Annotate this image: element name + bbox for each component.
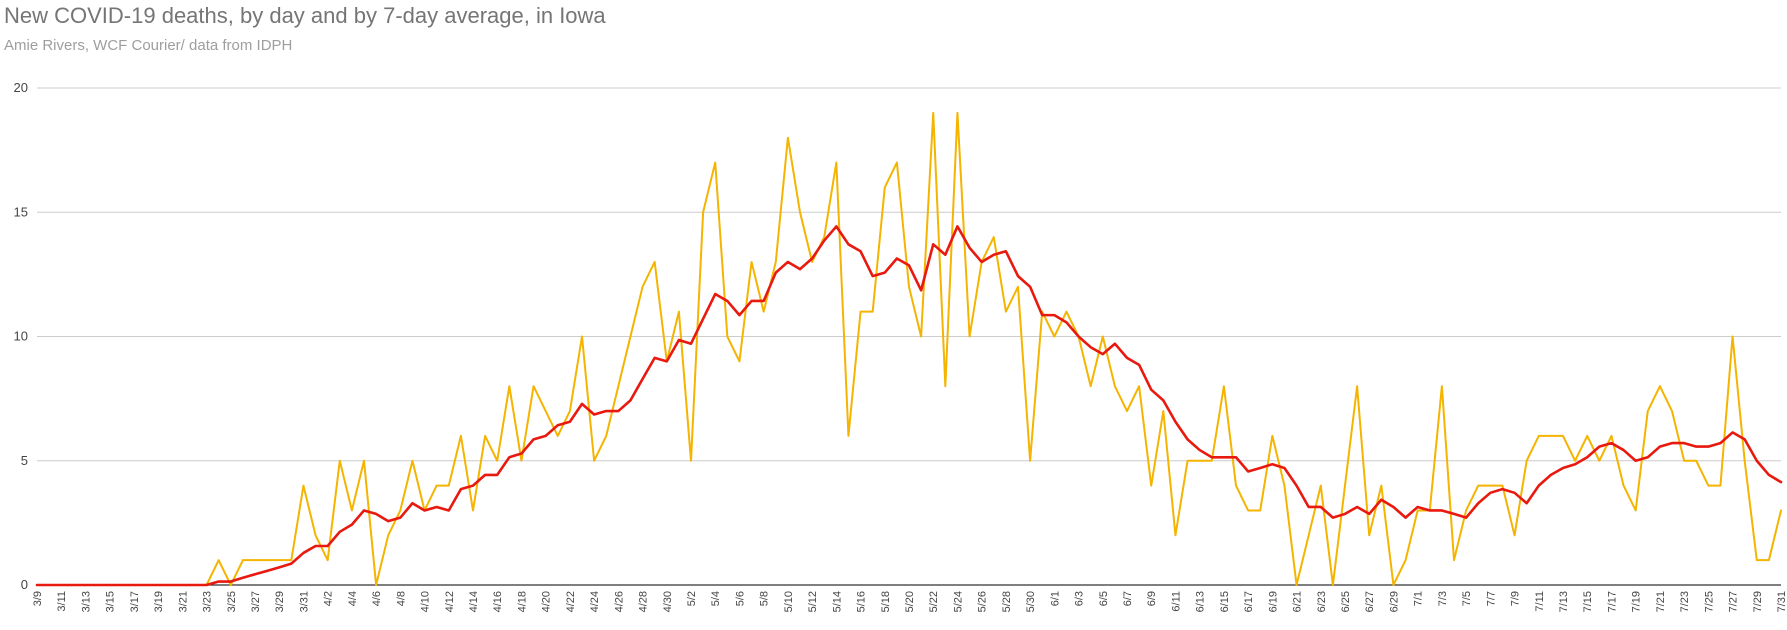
- x-tick-label: 6/29: [1388, 591, 1400, 612]
- x-axis-ticks: 3/9 3/11 3/13 3/15 3/17 3/19 3/21 3/23 3/25 3/27 3…: [32, 591, 1787, 612]
- x-tick-label: 6/17: [1243, 591, 1255, 612]
- x-tick-label: 7/5: [1461, 591, 1473, 606]
- x-tick-label: 5/26: [977, 591, 989, 612]
- y-tick-label: 15: [14, 204, 28, 219]
- x-tick-label: 6/5: [1098, 591, 1110, 606]
- x-tick-label: 4/22: [565, 591, 577, 612]
- x-tick-label: 7/15: [1582, 591, 1594, 612]
- x-tick-label: 7/31: [1776, 591, 1787, 612]
- x-tick-label: 7/29: [1752, 591, 1764, 612]
- daily-deaths-line: [36, 111, 1782, 586]
- x-tick-label: 5/30: [1025, 591, 1037, 612]
- x-tick-label: 6/15: [1219, 591, 1231, 612]
- x-tick-label: 3/15: [105, 591, 117, 612]
- x-tick-label: 5/16: [856, 591, 868, 612]
- x-tick-label: 4/8: [395, 591, 407, 606]
- x-tick-label: 6/21: [1292, 591, 1304, 612]
- x-tick-label: 4/4: [347, 591, 359, 606]
- x-tick-label: 3/11: [56, 591, 68, 612]
- x-tick-label: 3/25: [226, 591, 238, 612]
- x-tick-label: 3/23: [202, 591, 214, 612]
- x-tick-label: 5/22: [928, 591, 940, 612]
- chart-title: New COVID-19 deaths, by day and by 7-day…: [4, 3, 606, 28]
- x-tick-label: 4/12: [444, 591, 456, 612]
- x-tick-label: 3/31: [298, 591, 310, 612]
- x-tick-label: 6/11: [1170, 591, 1182, 612]
- x-tick-label: 6/23: [1316, 591, 1328, 612]
- x-tick-label: 7/11: [1534, 591, 1546, 612]
- y-tick-label: 10: [14, 329, 28, 344]
- x-tick-label: 6/27: [1364, 591, 1376, 612]
- y-axis-ticks: 0 5 10 15 20: [14, 80, 28, 592]
- x-tick-label: 5/28: [1001, 591, 1013, 612]
- x-tick-label: 7/27: [1728, 591, 1740, 612]
- x-tick-label: 7/23: [1679, 591, 1691, 612]
- x-tick-label: 5/2: [686, 591, 698, 606]
- x-tick-label: 6/9: [1146, 591, 1158, 606]
- x-tick-label: 7/19: [1631, 591, 1643, 612]
- y-tick-label: 5: [21, 453, 28, 468]
- x-tick-label: 4/18: [516, 591, 528, 612]
- x-tick-label: 4/24: [589, 591, 601, 612]
- x-tick-label: 6/19: [1267, 591, 1279, 612]
- x-tick-label: 4/26: [613, 591, 625, 612]
- x-tick-label: 5/10: [783, 591, 795, 612]
- x-tick-label: 4/2: [323, 591, 335, 606]
- x-tick-label: 6/25: [1340, 591, 1352, 612]
- x-tick-label: 3/9: [32, 591, 44, 606]
- x-tick-label: 5/24: [952, 591, 964, 612]
- x-tick-label: 6/1: [1049, 591, 1061, 606]
- y-tick-label: 20: [14, 80, 28, 95]
- x-tick-label: 5/20: [904, 591, 916, 612]
- x-tick-label: 7/7: [1485, 591, 1497, 606]
- x-tick-label: 5/18: [880, 591, 892, 612]
- x-tick-label: 3/17: [129, 591, 141, 612]
- x-tick-label: 3/13: [80, 591, 92, 612]
- x-tick-label: 6/3: [1074, 591, 1086, 606]
- x-tick-label: 7/9: [1510, 591, 1522, 606]
- x-tick-label: 6/7: [1122, 591, 1134, 606]
- x-tick-label: 5/4: [710, 591, 722, 606]
- x-tick-label: 4/14: [468, 591, 480, 612]
- x-tick-label: 4/10: [420, 591, 432, 612]
- x-tick-label: 5/12: [807, 591, 819, 612]
- x-tick-label: 3/21: [177, 591, 189, 612]
- seven-day-average-line: [35, 225, 1783, 587]
- x-tick-label: 4/6: [371, 591, 383, 606]
- x-tick-label: 7/13: [1558, 591, 1570, 612]
- x-tick-label: 7/25: [1703, 591, 1715, 612]
- x-tick-label: 5/6: [734, 591, 746, 606]
- x-tick-label: 3/29: [274, 591, 286, 612]
- x-tick-label: 7/21: [1655, 591, 1667, 612]
- x-tick-label: 4/16: [492, 591, 504, 612]
- series-lines: [35, 111, 1783, 587]
- x-tick-label: 4/20: [541, 591, 553, 612]
- chart-subtitle: Amie Rivers, WCF Courier/ data from IDPH: [4, 37, 293, 54]
- x-tick-label: 3/19: [153, 591, 165, 612]
- x-tick-label: 4/30: [662, 591, 674, 612]
- x-tick-label: 7/3: [1437, 591, 1449, 606]
- x-tick-label: 5/14: [831, 591, 843, 612]
- y-tick-label: 0: [21, 577, 28, 592]
- x-tick-label: 7/17: [1606, 591, 1618, 612]
- x-tick-label: 4/28: [638, 591, 650, 612]
- x-tick-label: 3/27: [250, 591, 262, 612]
- x-tick-label: 6/13: [1195, 591, 1207, 612]
- gridlines: [37, 87, 1781, 586]
- x-tick-label: 7/1: [1413, 591, 1425, 606]
- x-tick-label: 5/8: [759, 591, 771, 606]
